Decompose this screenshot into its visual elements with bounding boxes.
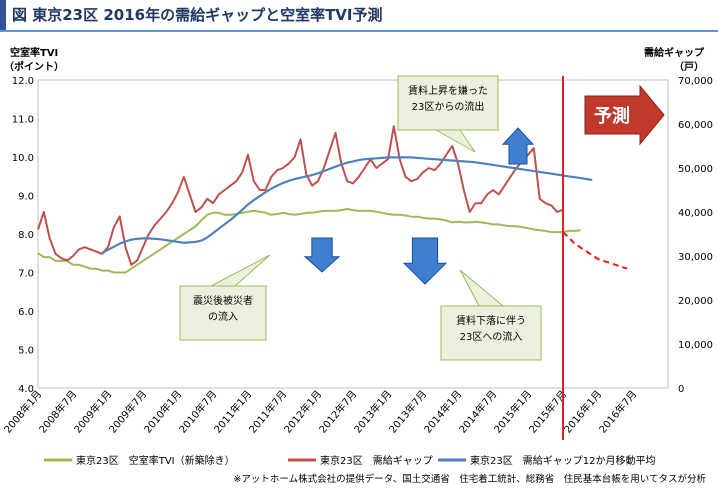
gap-line	[37, 125, 564, 266]
legend: 東京23区 空室率TVI（新築除き） 東京23区 需給ギャップ 東京23区 需給ギャ…	[44, 454, 655, 467]
y-right-tick-label: 20,000	[678, 296, 713, 307]
legend-label: 東京23区 需給ギャップ12か月移動平均	[470, 454, 655, 467]
title-accent	[0, 0, 6, 30]
callout-pointer	[434, 129, 476, 153]
y-right-axis-unit: （戸）	[674, 60, 704, 73]
forecast-label: 予測	[594, 105, 630, 127]
plot-area	[37, 79, 669, 389]
y-left-axis-title: 空室率TVI	[10, 46, 58, 59]
forecast-arrow-label: 予測	[584, 84, 665, 146]
callout-outflow: 賃料上昇を嫌った 23区からの流出	[397, 75, 499, 153]
title-rule	[0, 30, 718, 32]
callout-box	[179, 285, 267, 341]
callout-text: の流入	[208, 310, 238, 323]
tvi-line	[37, 208, 581, 274]
y-right-tick-label: 60,000	[678, 120, 713, 131]
forecast-line	[562, 231, 628, 270]
callout-pointer	[210, 254, 271, 287]
y-right-tick-label: 70,000	[678, 76, 713, 87]
callout-text: 23区への流入	[460, 330, 523, 343]
y-left-axis-unit: （ポイント）	[4, 60, 64, 73]
arrow-down-icon	[303, 237, 341, 273]
y-left-tick-label: 11.0	[12, 115, 34, 126]
callout-pointer	[459, 269, 505, 307]
arrow-up-icon	[501, 127, 535, 165]
y-left-tick-label: 5.0	[18, 346, 34, 357]
y-right-tick-label: 50,000	[678, 164, 713, 175]
callout-text: 賃料下落に伴う	[456, 314, 526, 327]
y-right-tick-label: 30,000	[678, 252, 713, 263]
y-left-tick-label: 4.0	[18, 384, 34, 395]
callout-box	[397, 75, 499, 131]
y-right-tick-label: 40,000	[678, 208, 713, 219]
y-left-tick-label: 10.0	[12, 153, 34, 164]
callout-text: 賃料上昇を嫌った	[408, 84, 488, 97]
y-left-tick-label: 7.0	[18, 269, 34, 280]
arrow-down-large-icon	[402, 237, 448, 285]
y-right-tick-label: 0	[678, 384, 684, 395]
y-left-tick-label: 8.0	[18, 230, 34, 241]
legend-label: 東京23区 空室率TVI（新築除き）	[76, 454, 235, 467]
gap-ma-line	[101, 156, 593, 254]
y-left-tick-label: 6.0	[18, 307, 34, 318]
forecast-arrow-icon	[584, 84, 665, 146]
y-left-tick-label: 12.0	[12, 76, 34, 87]
callout-box	[440, 305, 542, 361]
title-bar: 図 東京23区 2016年の需給ギャップと空室率TVI予測	[0, 0, 718, 30]
callout-price-drop-inflow: 賃料下落に伴う 23区への流入	[440, 269, 542, 361]
y-right-tick-label: 10,000	[678, 340, 713, 351]
y-right-axis-title: 需給ギャップ	[644, 46, 705, 59]
y-left-tick-label: 9.0	[18, 192, 34, 203]
source-note: ※アットホーム株式会社の提供データ、国土交通省 住宅着工統計、総務省 住民基本台…	[233, 473, 706, 485]
callout-text: 23区からの流出	[412, 100, 485, 113]
page-title: 図 東京23区 2016年の需給ギャップと空室率TVI予測	[12, 6, 383, 24]
callout-text: 震災後被災者	[193, 294, 253, 307]
legend-label: 東京23区 需給ギャップ	[320, 454, 433, 467]
